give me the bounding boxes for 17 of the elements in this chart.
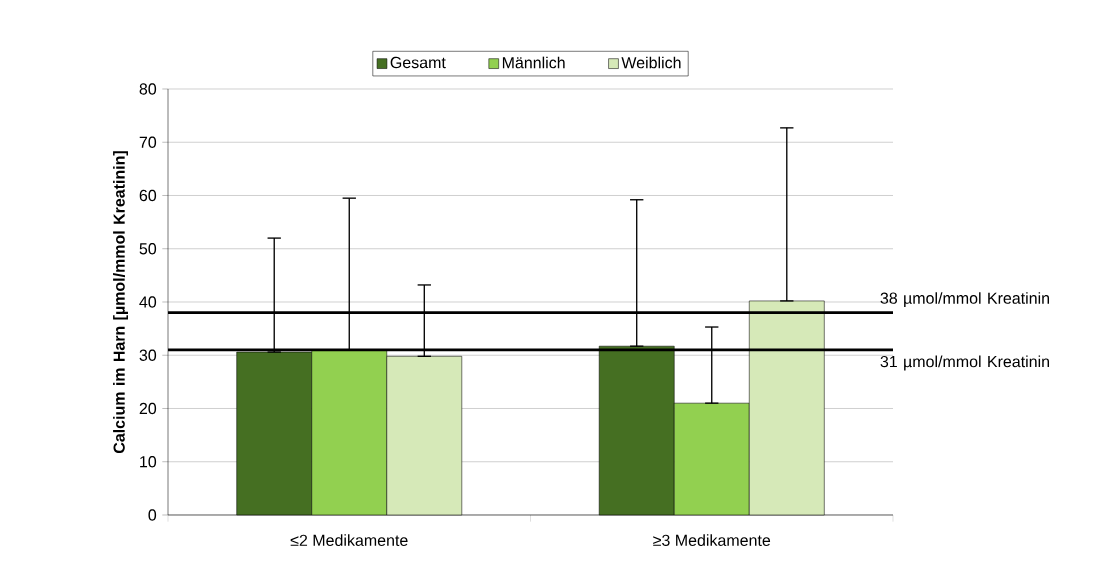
ref-line-label: 38 µmol/mmol Kreatinin [880, 292, 1050, 308]
x-tick-label: ≤2 Medikamente [290, 534, 408, 547]
y-tick-label: 60 [139, 189, 157, 202]
y-tick-label: 0 [148, 509, 157, 521]
y-tick-label: 40 [139, 296, 157, 308]
y-tick-label: 80 [139, 83, 157, 95]
legend-label: Gesamt [390, 56, 446, 69]
legend-label: Weiblich [621, 56, 681, 69]
y-tick-label: 20 [139, 402, 157, 415]
x-tick-label: ≥3 Medikamente [653, 534, 771, 547]
y-tick-label: 30 [139, 349, 157, 361]
y-axis-title: Calcium im Harn [µmol/mmol Kreatinin] [113, 151, 128, 454]
y-tick-label: 50 [139, 243, 157, 255]
ref-line-label: 31 µmol/mmol Kreatinin [880, 355, 1050, 371]
y-tick-label: 10 [140, 456, 157, 468]
y-tick-label: 70 [139, 136, 157, 148]
legend-label: Männlich [502, 56, 565, 69]
